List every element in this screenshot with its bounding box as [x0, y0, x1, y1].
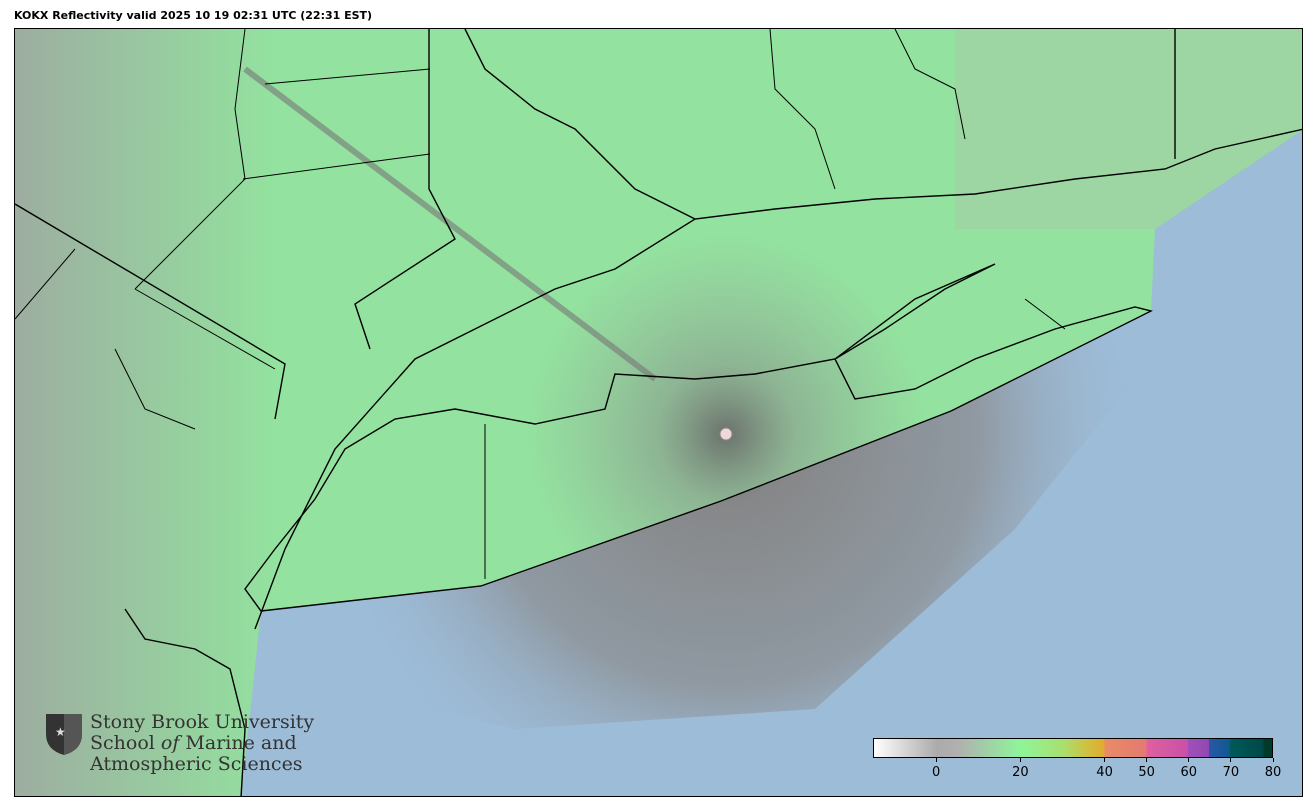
county-lines: [15, 29, 1066, 579]
colorbar-tick-mark: [1188, 758, 1190, 762]
svg-text:★: ★: [55, 725, 66, 739]
colorbar-tick-label: 60: [1180, 765, 1198, 780]
logo-line-1: Stony Brook University: [90, 711, 315, 733]
state-border-ny-nj: [15, 203, 286, 420]
colorbar-tick-mark: [1146, 758, 1148, 762]
radar-beam-streak: [243, 66, 657, 382]
map-canvas: [15, 29, 1302, 796]
sbu-somas-logo: ★ Stony Brook University School of Marin…: [44, 712, 314, 775]
colorbar: [873, 738, 1273, 758]
colorbar-tick-mark: [935, 758, 937, 762]
colorbar-tick-label: 80: [1264, 765, 1282, 780]
colorbar-tick-label: 40: [1096, 765, 1113, 780]
west-clutter: [15, 29, 275, 796]
logo-line-2a: School: [90, 732, 161, 754]
logo-line-3: Atmospheric Sciences: [90, 753, 303, 775]
state-border-ny-ct: [354, 29, 456, 350]
long-island-coast: [244, 263, 1154, 612]
colorbar-tick-label: 0: [932, 765, 941, 780]
logo-line-2: School of Marine and: [90, 733, 314, 754]
radar-map[interactable]: [14, 28, 1303, 797]
logo-line-2c: Marine and: [179, 732, 297, 754]
radar-site-marker: [719, 427, 733, 441]
colorbar-tick-mark: [1104, 758, 1106, 762]
colorbar-tick-label: 50: [1138, 765, 1155, 780]
shield-logo-icon: ★: [46, 714, 82, 755]
state-border-ct-ma: [464, 29, 696, 220]
colorbar-tick-label: 70: [1222, 765, 1240, 780]
colorbar-tick-label: 20: [1012, 765, 1029, 780]
map-title: KOKX Reflectivity valid 2025 10 19 02:31…: [14, 9, 373, 22]
nj-coast: [124, 608, 246, 796]
colorbar-tick-mark: [1230, 758, 1232, 762]
coastlines: [15, 29, 1302, 796]
colorbar-tick-mark: [1019, 758, 1021, 762]
colorbar-tick-mark: [1272, 758, 1274, 762]
logo-line-2b: of: [160, 732, 180, 754]
